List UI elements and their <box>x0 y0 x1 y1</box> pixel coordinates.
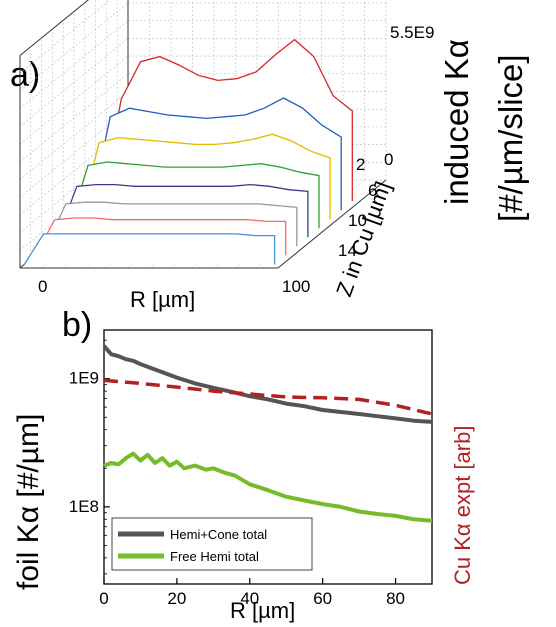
series-line <box>101 38 353 202</box>
left-wall-gridline <box>19 73 129 162</box>
left-wall-gridline <box>19 91 129 180</box>
panel-a-x-axis-label: R [µm] <box>130 287 195 312</box>
series-line <box>23 233 276 265</box>
panel-a-xtick-100: 100 <box>282 277 310 296</box>
legend-box <box>111 517 313 571</box>
panel-b-x-axis-label: R [µm] <box>230 598 295 623</box>
z-tick-label: 2 <box>356 155 365 174</box>
left-wall-gridline <box>19 55 129 145</box>
z-axis-line <box>277 179 387 269</box>
y-tick-label: 1E8 <box>69 497 99 516</box>
series-line <box>79 133 331 220</box>
x-tick-label: 0 <box>99 589 108 608</box>
panel-b-series <box>102 344 433 523</box>
series-line <box>56 183 309 238</box>
series-line <box>90 97 342 211</box>
left-wall-gridline <box>19 20 129 109</box>
panel-b-axis-ticks: 0 20 40 60 80 1E8 1E9 <box>69 339 405 608</box>
y-tick-label: 1E9 <box>69 369 99 388</box>
legend-label-hemi-cone: Hemi+Cone total <box>170 527 267 542</box>
x-tick-label: 40 <box>240 589 259 608</box>
left-wall-gridline <box>19 38 129 127</box>
panel-a-label: a) <box>10 56 40 94</box>
panel-b-y2-axis-label: Cu Kα expt [arb] <box>450 426 475 585</box>
panel-a-y-axis-unit: [#/µm/slice] <box>492 54 529 222</box>
series-line <box>34 217 287 256</box>
panel-b-plot-frame <box>103 329 433 585</box>
series-line <box>68 161 320 229</box>
left-top-edge <box>19 0 89 56</box>
x-tick-label: 20 <box>167 589 186 608</box>
z-tick-label: 14 <box>338 241 357 260</box>
series-line <box>103 451 433 523</box>
panel-a-series <box>23 38 353 265</box>
panel-b-legend: Hemi+Cone total Free Hemi total <box>111 517 313 571</box>
panel-b-label: b) <box>62 306 92 344</box>
left-wall-gridline <box>19 2 129 92</box>
panel-a-y-axis-label: induced Kα <box>438 39 475 205</box>
x-tick-label: 60 <box>313 589 332 608</box>
series-line <box>45 201 298 247</box>
left-wall-gridline <box>19 0 111 74</box>
x-tick-label: 80 <box>386 589 405 608</box>
z-tick-label: 10 <box>348 211 367 230</box>
series-line <box>103 378 433 416</box>
panel-a-ymax-label: 5.5E9 <box>390 23 434 42</box>
legend-label-free-hemi: Free Hemi total <box>170 549 259 564</box>
z-tick-label: 6 <box>368 181 377 200</box>
series-fill <box>24 233 275 265</box>
panel-a-ztick-0: 0 <box>384 150 393 169</box>
panel-a-xtick-0: 0 <box>38 277 47 296</box>
panel-b-y-axis-label: foil Kα [#/µm] <box>12 414 45 590</box>
